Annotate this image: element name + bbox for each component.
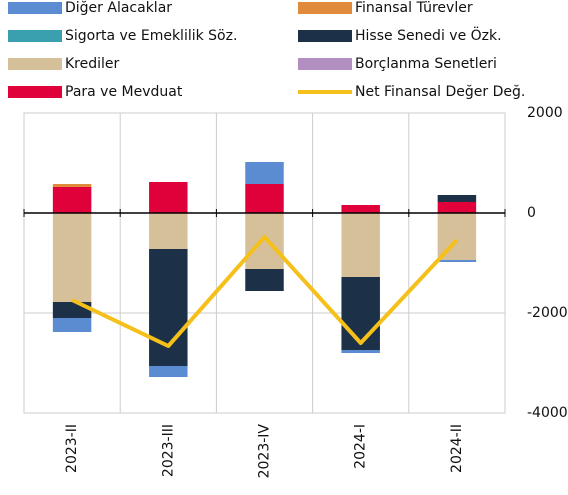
bar-segment bbox=[245, 184, 284, 213]
legend-swatch bbox=[8, 2, 62, 14]
legend-label: Finansal Türevler bbox=[355, 0, 473, 16]
y-tick-label: 0 bbox=[527, 205, 536, 221]
bar-segment bbox=[149, 213, 188, 249]
bar-segment bbox=[341, 205, 380, 213]
legend-label: Hisse Senedi ve Özk. bbox=[355, 26, 502, 44]
legend-swatch bbox=[8, 58, 62, 70]
legend-swatch bbox=[298, 30, 352, 42]
bar-segment bbox=[52, 213, 92, 302]
line-series bbox=[71, 235, 459, 348]
y-tick-label: -2000 bbox=[527, 305, 568, 321]
x-tick-label: 2023-IV bbox=[257, 424, 273, 479]
bar-segment bbox=[149, 249, 188, 366]
x-tick-label: 2024-I bbox=[353, 424, 369, 469]
legend-swatch bbox=[298, 58, 352, 70]
bar-segment bbox=[245, 269, 284, 291]
bar-segment bbox=[52, 184, 92, 187]
bar-segment bbox=[245, 213, 284, 269]
legend-label: Sigorta ve Emeklilik Söz. bbox=[65, 28, 237, 44]
legend-swatch bbox=[8, 30, 62, 42]
bar-segment bbox=[341, 277, 380, 350]
bar-segment bbox=[245, 162, 284, 184]
bar-segment bbox=[341, 213, 380, 277]
bar-segment bbox=[149, 366, 188, 377]
x-tick-label: 2023-II bbox=[64, 424, 80, 473]
bar-segment bbox=[149, 182, 188, 213]
x-tick-label: 2023-III bbox=[160, 424, 176, 477]
bar-segment bbox=[437, 260, 477, 262]
bar-segment bbox=[52, 318, 92, 332]
bar-segment bbox=[437, 195, 477, 202]
legend-label: Borçlanma Senetleri bbox=[355, 56, 497, 72]
y-tick-label: -4000 bbox=[527, 405, 568, 421]
bar-segment bbox=[341, 350, 380, 353]
legend-label: Net Finansal Değer Değ. bbox=[355, 84, 525, 100]
legend-label: Diğer Alacaklar bbox=[65, 0, 172, 16]
legend-swatch bbox=[8, 86, 62, 98]
x-tick-label: 2024-II bbox=[449, 424, 465, 473]
bar-segment bbox=[437, 202, 477, 213]
bar-segment bbox=[52, 187, 92, 213]
legend-swatch bbox=[298, 2, 352, 14]
y-tick-label: 2000 bbox=[527, 105, 563, 121]
legend-label: Para ve Mevduat bbox=[65, 84, 183, 100]
legend-label: Krediler bbox=[65, 56, 120, 72]
